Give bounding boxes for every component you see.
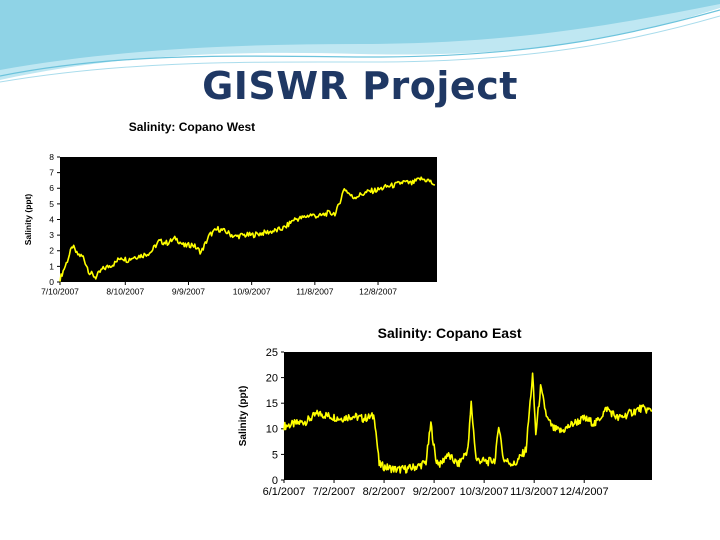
slide-header-swoosh <box>0 0 720 83</box>
y-tick-label: 15 <box>266 398 278 410</box>
y-tick-label: 8 <box>49 152 54 162</box>
x-tick-label: 7/10/2007 <box>41 287 79 297</box>
x-tick-label: 6/1/2007 <box>263 486 306 498</box>
y-tick-label: 6 <box>49 183 54 193</box>
x-tick-label: 10/9/2007 <box>233 287 271 297</box>
plot-area <box>60 157 437 282</box>
y-tick-label: 3 <box>49 230 54 240</box>
x-tick-label: 11/8/2007 <box>296 287 333 297</box>
series-line <box>59 176 436 282</box>
y-tick-label: 0 <box>272 475 278 487</box>
chart-svg: Salinity: Copano East 0 5 10 15 20 25 6/1/2007 7… <box>228 316 680 508</box>
swoosh-line <box>0 15 720 83</box>
swoosh-band-inner <box>0 0 720 70</box>
y-tick-label: 5 <box>49 199 54 209</box>
y-tick-label: 7 <box>49 168 54 178</box>
series-line <box>283 372 652 474</box>
y-tick-label: 4 <box>49 214 54 224</box>
y-tick-label: 1 <box>49 261 54 271</box>
y-tick-label: 5 <box>272 449 278 461</box>
slide-title: GISWR Project <box>202 64 518 108</box>
x-tick-label: 8/2/2007 <box>363 486 406 498</box>
x-tick-label: 9/9/2007 <box>172 287 205 297</box>
y-axis-label: Salinity (ppt) <box>23 194 33 246</box>
y-axis-label: Salinity (ppt) <box>238 386 249 447</box>
x-tick-label: 9/2/2007 <box>413 486 456 498</box>
x-tick-label: 12/4/2007 <box>560 486 609 498</box>
chart-copano-west: Salinity: Copano West 0 1 2 3 4 5 6 7 8 7/10/2007 8… <box>20 110 465 305</box>
x-tick-label: 10/3/2007 <box>460 486 509 498</box>
x-tick-label: 7/2/2007 <box>313 486 356 498</box>
swoosh-line <box>0 9 720 77</box>
y-tick-label: 20 <box>266 372 278 384</box>
y-tick-label: 0 <box>49 277 54 287</box>
x-tick-label: 12/8/2007 <box>359 287 397 297</box>
x-tick-label: 11/3/2007 <box>510 486 558 498</box>
y-tick-label: 10 <box>266 424 278 436</box>
chart-copano-east: Salinity: Copano East 0 5 10 15 20 25 6/1/2007 7… <box>228 316 680 508</box>
chart-svg: Salinity: Copano West 0 1 2 3 4 5 6 7 8 7/10/2007 8… <box>20 110 465 305</box>
plot-area <box>284 352 652 480</box>
chart-title: Salinity: Copano East <box>378 325 522 341</box>
y-tick-label: 2 <box>49 246 54 256</box>
y-tick-label: 25 <box>266 347 278 359</box>
chart-title: Salinity: Copano West <box>129 120 255 134</box>
x-tick-label: 8/10/2007 <box>106 287 144 297</box>
